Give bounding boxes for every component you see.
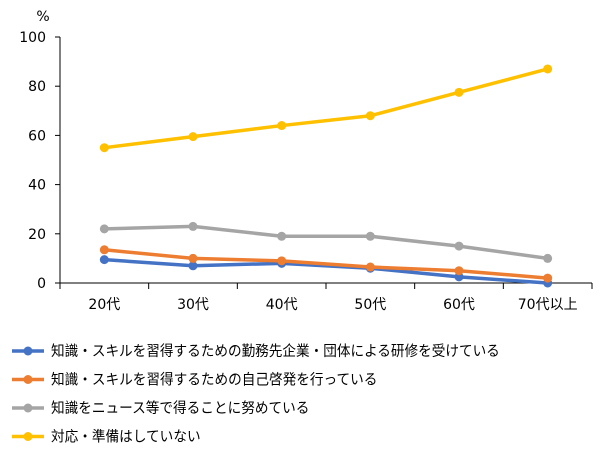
legend: 知識・スキルを習得するための勤務先企業・団体による研修を受けている知識・スキルを…	[12, 342, 500, 446]
data-point	[99, 224, 109, 234]
x-tick-label: 70代以上	[518, 297, 578, 313]
y-tick-label: 100	[19, 30, 46, 46]
y-tick-label: 40	[28, 178, 46, 194]
series-line	[102, 67, 550, 150]
data-point	[543, 273, 553, 283]
data-point	[188, 253, 198, 263]
data-point	[99, 245, 109, 255]
legend-label: 知識をニュース等で得ることに努めている	[51, 399, 309, 417]
series-line	[102, 224, 550, 261]
x-tick-label: 60代	[443, 297, 475, 313]
x-axis-ticks: 20代 30代 40代 50代 60代 70代以上	[59, 283, 593, 313]
data-point	[543, 64, 553, 74]
legend-label: 知識・スキルを習得するための勤務先企業・団体による研修を受けている	[51, 342, 500, 360]
legend-marker	[23, 432, 33, 441]
y-axis-unit-label: %	[36, 9, 49, 25]
series-line	[102, 248, 550, 280]
series-group	[99, 64, 553, 288]
legend-item: 知識をニュース等で得ることに努めている	[12, 399, 309, 417]
data-point	[188, 221, 198, 231]
series-3	[99, 221, 553, 263]
series-2	[99, 245, 553, 283]
data-point	[454, 272, 464, 282]
data-point	[277, 231, 287, 241]
legend-label: 対応・準備はしていない	[51, 429, 201, 446]
data-point	[188, 132, 198, 142]
y-axis-ticks: 0 20 40 60 80 100	[19, 30, 60, 292]
series-4	[99, 64, 553, 153]
data-point	[454, 87, 464, 97]
legend-item: 対応・準備はしていない	[12, 429, 201, 446]
data-point	[277, 121, 287, 131]
legend-marker	[23, 375, 33, 384]
data-point	[543, 253, 553, 263]
legend-item: 知識・スキルを習得するための自己啓発を行っている	[12, 372, 377, 389]
x-tick-label: 20代	[88, 297, 120, 313]
data-point	[277, 256, 287, 266]
data-point	[99, 143, 109, 153]
data-point	[365, 111, 375, 121]
legend-marker	[23, 346, 33, 356]
series-line	[102, 257, 550, 285]
x-tick-label: 40代	[266, 297, 298, 313]
legend-marker	[23, 403, 33, 413]
x-tick-label: 30代	[177, 297, 209, 313]
legend-item: 知識・スキルを習得するための勤務先企業・団体による研修を受けている	[12, 342, 500, 360]
axes	[59, 37, 592, 284]
data-point	[365, 262, 375, 272]
data-point	[454, 241, 464, 251]
y-tick-label: 0	[37, 276, 46, 292]
y-tick-label: 20	[28, 227, 46, 243]
data-point	[188, 261, 198, 271]
x-tick-label: 50代	[354, 297, 386, 313]
data-point	[99, 255, 109, 265]
data-point	[454, 266, 464, 276]
data-point	[365, 231, 375, 241]
legend-label: 知識・スキルを習得するための自己啓発を行っている	[51, 372, 377, 389]
y-tick-label: 80	[28, 79, 46, 95]
y-tick-label: 60	[28, 128, 46, 144]
